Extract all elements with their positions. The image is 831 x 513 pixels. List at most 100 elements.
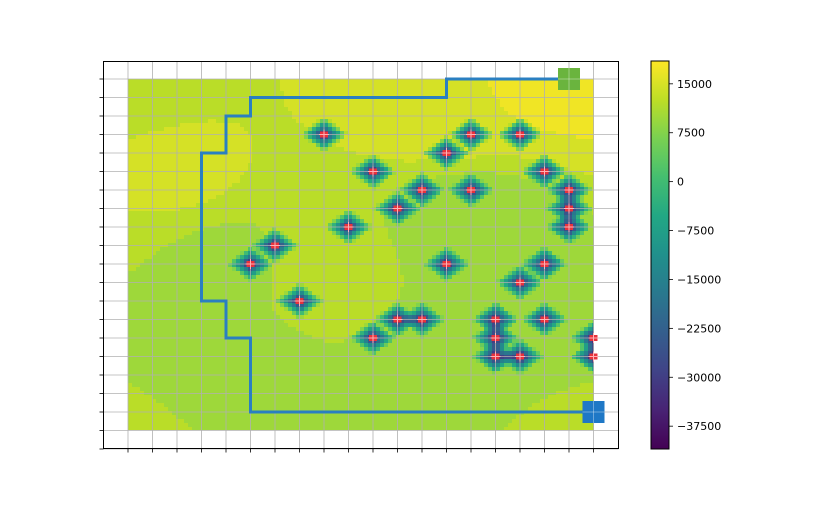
- heat-cell: [204, 159, 209, 164]
- heat-cell: [376, 107, 381, 112]
- heat-cell: [400, 143, 405, 148]
- heat-cell: [272, 83, 277, 88]
- heat-cell: [252, 219, 257, 224]
- heat-cell: [184, 111, 189, 116]
- heat-cell: [432, 239, 437, 244]
- heat-cell: [564, 99, 569, 104]
- heat-cell: [400, 187, 405, 192]
- heat-cell: [560, 195, 565, 200]
- heat-cell: [464, 115, 469, 120]
- heat-cell: [228, 191, 233, 196]
- heat-cell: [384, 135, 389, 140]
- heat-cell: [364, 239, 369, 244]
- heat-cell: [368, 131, 373, 136]
- heat-cell: [404, 155, 409, 160]
- heat-cell: [504, 231, 509, 236]
- heat-cell: [156, 231, 161, 236]
- heat-cell: [544, 175, 549, 180]
- heat-cell: [504, 143, 509, 148]
- heat-cell: [544, 211, 549, 216]
- heat-cell: [408, 115, 413, 120]
- heat-cell: [436, 99, 441, 104]
- heat-cell: [432, 187, 437, 192]
- heat-cell: [404, 187, 409, 192]
- heat-cell: [500, 103, 505, 108]
- heat-cell: [416, 135, 421, 140]
- heat-cell: [484, 203, 489, 208]
- heat-cell: [308, 219, 313, 224]
- heat-cell: [328, 223, 333, 228]
- heat-cell: [392, 227, 397, 232]
- heat-cell: [508, 171, 513, 176]
- heat-cell: [264, 179, 269, 184]
- heat-cell: [540, 143, 545, 148]
- heat-cell: [296, 111, 301, 116]
- heat-cell: [260, 207, 265, 212]
- heat-cell: [240, 223, 245, 228]
- heat-cell: [152, 159, 157, 164]
- heat-cell: [392, 163, 397, 168]
- heat-cell: [228, 127, 233, 132]
- heat-cell: [480, 195, 485, 200]
- heat-cell: [144, 227, 149, 232]
- heat-cell: [512, 119, 517, 124]
- heat-cell: [532, 103, 537, 108]
- heat-cell: [580, 139, 585, 144]
- heat-cell: [172, 139, 177, 144]
- heat-cell: [568, 191, 573, 196]
- heat-cell: [560, 171, 565, 176]
- heat-cell: [164, 107, 169, 112]
- heat-cell: [452, 115, 457, 120]
- heat-cell: [584, 183, 589, 188]
- heat-cell: [160, 147, 165, 152]
- heat-cell: [308, 123, 313, 128]
- heat-cell: [476, 211, 481, 216]
- heat-cell: [344, 195, 349, 200]
- heat-cell: [528, 207, 533, 212]
- heat-cell: [468, 191, 473, 196]
- heat-cell: [232, 155, 237, 160]
- heat-cell: [464, 171, 469, 176]
- heat-cell: [400, 87, 405, 92]
- heat-cell: [236, 119, 241, 124]
- heat-cell: [376, 147, 381, 152]
- heat-cell: [468, 235, 473, 240]
- heat-cell: [184, 107, 189, 112]
- heat-cell: [192, 127, 197, 132]
- heat-cell: [524, 195, 529, 200]
- heat-cell: [536, 223, 541, 228]
- heat-cell: [468, 179, 473, 184]
- heat-cell: [428, 143, 433, 148]
- heat-cell: [260, 127, 265, 132]
- heat-cell: [496, 99, 501, 104]
- heat-cell: [568, 159, 573, 164]
- heat-cell: [344, 187, 349, 192]
- heat-cell: [556, 179, 561, 184]
- heat-cell: [544, 87, 549, 92]
- heat-cell: [528, 203, 533, 208]
- heat-cell: [556, 103, 561, 108]
- heat-cell: [520, 219, 525, 224]
- heat-cell: [284, 111, 289, 116]
- heat-cell: [556, 147, 561, 152]
- heat-cell: [252, 195, 257, 200]
- heat-cell: [412, 247, 417, 252]
- heat-cell: [564, 239, 569, 244]
- heat-cell: [244, 211, 249, 216]
- heat-cell: [180, 87, 185, 92]
- heat-cell: [356, 163, 361, 168]
- heat-cell: [336, 79, 341, 84]
- heat-cell: [312, 219, 317, 224]
- heat-cell: [388, 119, 393, 124]
- heat-cell: [580, 131, 585, 136]
- heat-cell: [408, 203, 413, 208]
- heat-cell: [432, 79, 437, 84]
- heat-cell: [408, 87, 413, 92]
- heat-cell: [220, 219, 225, 224]
- heat-cell: [236, 131, 241, 136]
- heat-cell: [492, 143, 497, 148]
- heat-cell: [272, 199, 277, 204]
- heat-cell: [272, 143, 277, 148]
- heat-cell: [588, 187, 593, 192]
- heat-cell: [396, 215, 401, 220]
